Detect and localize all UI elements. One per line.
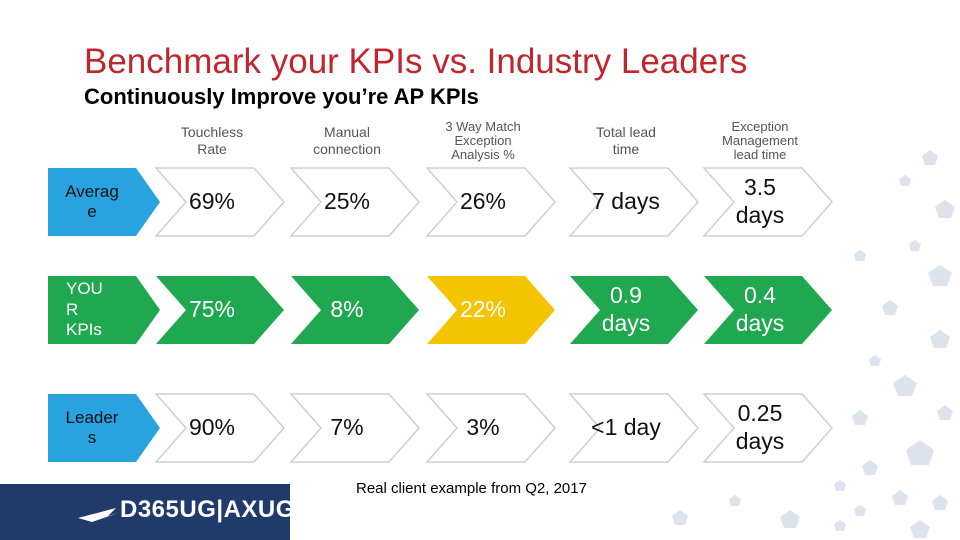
kpi-value-line: days xyxy=(735,428,785,454)
column-header-line: 3 Way Match xyxy=(445,118,521,134)
column-header-line: connection xyxy=(313,141,381,157)
kpi-chevron xyxy=(568,167,700,237)
row-label-2: YOU R KPIs xyxy=(66,276,136,344)
column-header-line: Manual xyxy=(324,124,370,141)
kpi-value: 22% xyxy=(428,276,538,344)
row-label-line: YOU xyxy=(66,279,103,299)
kpi-chevron xyxy=(568,393,700,463)
logo-bar xyxy=(0,484,290,540)
column-header-line: Touchless xyxy=(180,124,244,141)
column-header-line: Analysis % xyxy=(451,147,515,163)
row-label-line: R xyxy=(66,299,79,319)
kpi-chevron xyxy=(427,276,555,344)
kpi-value-line: 7 days xyxy=(592,188,660,215)
column-header-line: time xyxy=(612,141,640,157)
kpi-chevron xyxy=(289,393,421,463)
column-header-3: 3 Way Match Exception Analysis % xyxy=(428,114,538,168)
kpi-value-line: 90% xyxy=(188,414,236,441)
kpi-chevron xyxy=(291,276,419,344)
row-label-line: e xyxy=(87,202,97,221)
kpi-chevron xyxy=(702,393,834,463)
kpi-chevron xyxy=(425,393,557,463)
kpi-value: 7 days xyxy=(571,168,681,236)
kpi-chevron xyxy=(704,276,832,344)
kpi-value-line: 0.25 xyxy=(737,400,783,427)
kpi-value-line: 3% xyxy=(466,414,500,441)
column-header-line: lead time xyxy=(733,147,787,163)
logo-swoosh-icon xyxy=(78,508,118,522)
kpi-value-line: 75% xyxy=(188,296,236,323)
logo-text: D365UG|AXUG xyxy=(120,496,295,523)
kpi-value-line: days xyxy=(735,310,785,336)
kpi-value: 90% xyxy=(157,394,267,462)
kpi-value: 7% xyxy=(292,394,402,462)
kpi-chevron xyxy=(425,167,557,237)
kpi-chevron xyxy=(154,167,286,237)
kpi-value: 0.9 days xyxy=(571,276,681,344)
kpi-value: 26% xyxy=(428,168,538,236)
kpi-value: 8% xyxy=(292,276,402,344)
kpi-value: 3% xyxy=(428,394,538,462)
kpi-value-line: <1 day xyxy=(591,414,661,441)
kpi-value-line: 0.9 xyxy=(610,282,642,309)
kpi-chevron xyxy=(289,167,421,237)
kpi-value: <1 day xyxy=(571,394,681,462)
kpi-value: 0.25 days xyxy=(705,394,815,462)
kpi-value-line: 0.4 xyxy=(744,282,776,309)
row-label-shape xyxy=(48,168,160,236)
row-label-line: s xyxy=(87,428,97,447)
row-label-line: Leader xyxy=(65,407,119,427)
kpi-value-line: days xyxy=(735,202,785,228)
kpi-chevron xyxy=(156,276,284,344)
kpi-value: 0.4 days xyxy=(705,276,815,344)
column-header-4: Total lead time xyxy=(571,114,681,168)
row-label-line: KPIs xyxy=(66,320,102,340)
column-header-line: Exception xyxy=(731,118,789,134)
kpi-value-line: 8% xyxy=(330,296,364,323)
kpi-value: 3.5 days xyxy=(705,168,815,236)
column-header-2: Manual connection xyxy=(292,114,402,168)
kpi-value-line: days xyxy=(601,310,651,336)
column-header-5: Exception Management lead time xyxy=(705,114,815,168)
kpi-value-line: 25% xyxy=(323,188,371,215)
kpi-chevron xyxy=(702,167,834,237)
row-label-3: Leader s xyxy=(52,394,132,462)
row-label-shape xyxy=(48,276,160,344)
slide-subtitle: Continuously Improve you’re AP KPIs xyxy=(84,84,479,109)
footnote: Real client example from Q2, 2017 xyxy=(356,480,587,497)
kpi-value: 69% xyxy=(157,168,267,236)
kpi-value-line: 3.5 xyxy=(744,174,776,201)
row-label-1: Averag e xyxy=(52,168,132,236)
column-header-line: Exception xyxy=(454,132,512,148)
column-header-line: Management xyxy=(722,132,798,148)
row-label-shape xyxy=(48,394,160,462)
slide-title: Benchmark your KPIs vs. Industry Leaders xyxy=(84,42,748,81)
kpi-value-line: 26% xyxy=(459,188,507,215)
kpi-chevron xyxy=(570,276,698,344)
kpi-value: 75% xyxy=(157,276,267,344)
kpi-value-line: 69% xyxy=(188,188,236,215)
kpi-value-line: 22% xyxy=(459,296,507,323)
kpi-value: 25% xyxy=(292,168,402,236)
column-header-1: Touchless Rate xyxy=(157,114,267,168)
kpi-value-line: 7% xyxy=(330,414,364,441)
kpi-chevron xyxy=(154,393,286,463)
column-header-line: Total lead xyxy=(596,124,656,141)
column-header-line: Rate xyxy=(197,141,227,157)
row-label-line: Averag xyxy=(65,181,119,201)
